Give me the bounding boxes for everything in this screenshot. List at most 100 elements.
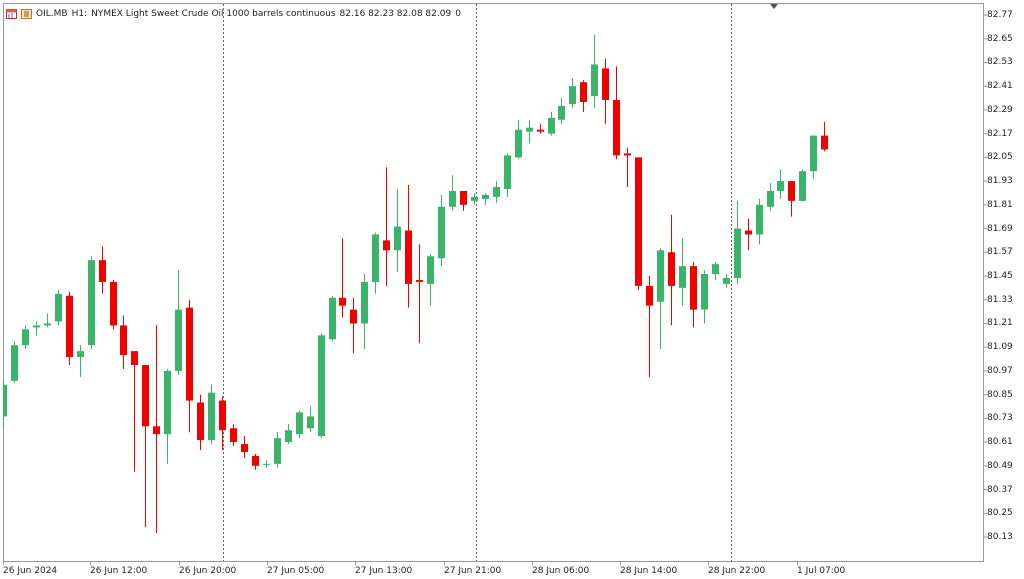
price-tick-label: 81.93 [987,176,1013,187]
candle[interactable] [646,276,653,377]
candle-body [77,351,84,358]
candle-body [471,196,478,201]
candle[interactable] [383,167,390,286]
candle[interactable] [296,410,303,439]
candle[interactable] [142,364,149,528]
candle[interactable] [723,274,730,288]
candle[interactable] [66,291,73,365]
candle[interactable] [394,189,401,273]
candle-body [307,416,314,429]
candle-body [657,250,664,302]
candle[interactable] [110,279,117,330]
candle-body [515,129,522,158]
price-tick-label: 81.09 [987,342,1013,353]
candle[interactable] [449,175,456,211]
candle[interactable] [350,297,357,354]
candle[interactable] [263,459,270,468]
candle[interactable] [329,295,336,342]
candle[interactable] [230,424,237,447]
candle[interactable] [252,453,259,470]
candle[interactable] [164,368,171,464]
candle[interactable] [11,341,18,383]
candle[interactable] [55,289,62,326]
candle[interactable] [405,185,412,308]
candle[interactable] [690,262,697,328]
candle[interactable] [3,378,8,429]
candle[interactable] [504,153,511,197]
candle[interactable] [460,190,467,211]
candle[interactable] [197,394,204,450]
candle[interactable] [318,333,325,439]
candle[interactable] [558,98,565,124]
candle[interactable] [548,111,555,136]
shift-marker-icon[interactable] [770,4,778,9]
candle-body [548,117,555,134]
candle[interactable] [372,232,379,294]
candle[interactable] [208,384,215,445]
candle[interactable] [22,325,29,350]
candle[interactable] [745,218,752,251]
candle[interactable] [756,198,763,245]
candle[interactable] [668,214,675,326]
candle-body [350,309,357,324]
candle[interactable] [219,396,226,450]
candle[interactable] [471,192,478,205]
candle[interactable] [482,192,489,205]
candle-body [274,438,281,464]
candle[interactable] [635,157,642,290]
candle[interactable] [777,169,784,199]
candle[interactable] [767,183,774,211]
candle[interactable] [99,246,106,294]
candle[interactable] [131,351,138,472]
candle-body [526,127,533,132]
candle-body [799,171,806,201]
candle[interactable] [339,238,346,318]
candle[interactable] [788,181,795,217]
candle-body [580,82,587,102]
candle[interactable] [427,254,434,306]
candle[interactable] [515,119,522,160]
candle[interactable] [799,169,806,201]
candle[interactable] [307,406,314,433]
candle[interactable] [416,244,423,344]
candle[interactable] [591,34,598,108]
price-tick-label: 80.97 [987,365,1013,376]
candle[interactable] [33,321,40,336]
chart-title-bar: OIL.MB H1: NYMEX Light Sweet Crude Oil 1… [6,7,465,21]
candle[interactable] [701,270,708,324]
candle-body [701,274,708,310]
candle[interactable] [153,325,160,534]
candle[interactable] [613,66,620,160]
candle[interactable] [285,424,292,445]
candle-body [230,428,237,443]
candle[interactable] [274,432,281,468]
candle-body [99,260,106,282]
candle[interactable] [537,123,544,134]
candle[interactable] [679,238,686,306]
candle-body [537,129,544,132]
candle[interactable] [712,262,719,280]
candle[interactable] [44,313,51,328]
candle[interactable] [88,256,95,350]
candle[interactable] [821,121,828,152]
candle[interactable] [657,248,664,350]
candle[interactable] [175,270,182,375]
candle[interactable] [580,80,587,112]
candle[interactable] [734,200,741,284]
candle[interactable] [624,147,631,188]
candle[interactable] [120,315,127,369]
candle[interactable] [241,436,248,458]
candle[interactable] [77,345,84,377]
candle[interactable] [438,194,445,267]
candle[interactable] [810,135,817,180]
candle[interactable] [569,78,576,108]
candle[interactable] [526,119,533,144]
timeframe: H1: [71,9,88,19]
candle[interactable] [493,181,500,203]
candle[interactable] [602,58,609,124]
candle[interactable] [186,299,193,433]
plot-area [3,3,984,562]
candle[interactable] [361,274,368,350]
